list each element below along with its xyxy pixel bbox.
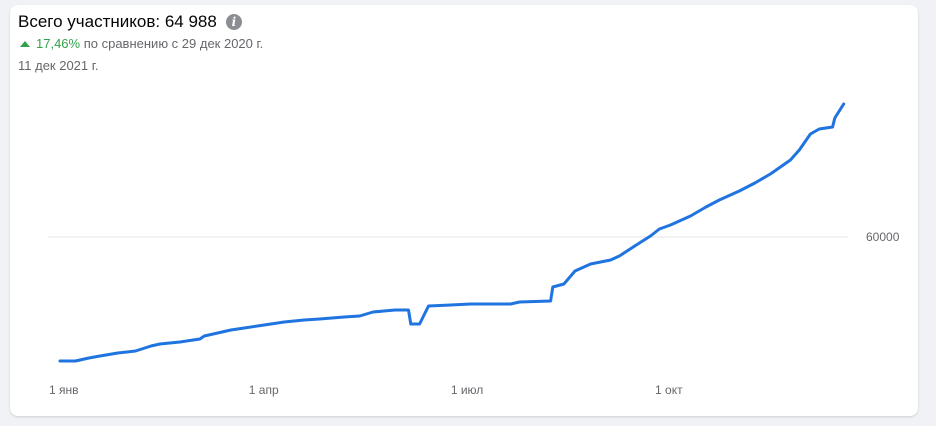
- total-members-title: Всего участников: 64 988: [18, 12, 217, 31]
- x-tick-label: 1 окт: [655, 383, 683, 397]
- current-date: 11 дек 2021 г.: [18, 58, 99, 73]
- x-tick-label: 1 апр: [249, 383, 279, 397]
- total-members-card: [10, 5, 918, 416]
- info-icon[interactable]: i: [225, 14, 242, 30]
- change-percent: 17,46%: [36, 36, 81, 51]
- series-line: [58, 102, 846, 363]
- y-tick-label: 60000: [866, 230, 900, 244]
- change-summary: 17,46% по сравнению с 29 дек 2020 г.: [20, 36, 263, 51]
- arrow-up-icon: [20, 41, 30, 47]
- x-tick-label: 1 июл: [451, 383, 483, 397]
- page-title: Всего участников: 64 988 i: [18, 12, 242, 32]
- change-text: по сравнению с 29 дек 2020 г.: [83, 36, 264, 51]
- x-tick-label: 1 янв: [49, 383, 79, 397]
